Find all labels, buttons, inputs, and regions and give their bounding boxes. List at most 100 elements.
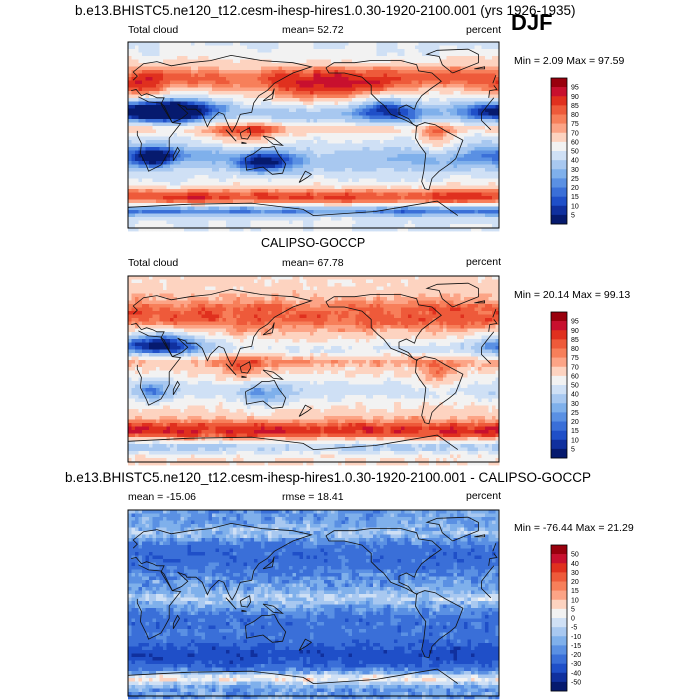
field-cell <box>313 52 318 57</box>
field-cell <box>418 45 423 50</box>
field-cell <box>233 143 237 148</box>
field-cell <box>418 91 423 95</box>
field-cell <box>152 196 157 200</box>
field-cell <box>226 175 230 179</box>
field-cell <box>488 161 493 165</box>
field-cell <box>464 84 468 88</box>
field-cell <box>226 178 230 183</box>
field-cell <box>222 45 227 50</box>
field-cell <box>177 52 181 57</box>
field-cell <box>163 87 167 92</box>
field-cell <box>366 203 370 207</box>
field-cell <box>250 119 255 123</box>
field-cell <box>306 91 311 95</box>
field-cell <box>450 192 454 197</box>
field-cell <box>212 122 216 127</box>
field-cell <box>222 168 227 172</box>
field-cell <box>152 133 157 137</box>
field-cell <box>492 140 496 144</box>
field-cell <box>376 101 381 106</box>
field-cell <box>453 52 458 57</box>
field-cell <box>404 182 409 186</box>
field-cell <box>334 199 339 204</box>
field-cell <box>478 73 482 78</box>
field-cell <box>289 189 293 193</box>
field-cell <box>268 80 272 85</box>
field-cell <box>436 115 440 120</box>
field-cell <box>467 94 472 99</box>
field-cell <box>478 98 482 102</box>
field-cell <box>198 101 202 106</box>
field-cell <box>212 119 216 123</box>
field-cell <box>359 73 363 78</box>
field-cell <box>415 84 419 88</box>
field-cell <box>359 164 363 169</box>
field-cell <box>471 66 475 71</box>
field-cell <box>229 175 234 179</box>
field-cell <box>201 196 206 200</box>
field-cell <box>478 112 482 116</box>
field-cell <box>219 77 223 81</box>
field-cell <box>474 122 479 127</box>
field-cell <box>457 115 461 120</box>
field-cell <box>275 77 279 81</box>
field-cell <box>191 133 195 137</box>
field-cell <box>432 52 437 57</box>
field-cell <box>313 147 318 151</box>
field-cell <box>471 199 475 204</box>
field-cell <box>289 119 293 123</box>
field-cell <box>187 101 192 106</box>
field-cell <box>369 59 374 64</box>
field-cell <box>474 154 479 158</box>
field-cell <box>334 161 339 165</box>
field-cell <box>184 150 188 155</box>
field-cell <box>415 185 419 190</box>
field-cell <box>240 143 244 148</box>
field-cell <box>306 70 311 74</box>
field-cell <box>285 143 290 148</box>
field-cell <box>233 101 237 106</box>
field-cell <box>415 189 419 193</box>
field-cell <box>145 70 150 74</box>
field-cell <box>362 140 367 144</box>
field-cell <box>233 119 237 123</box>
field-cell <box>142 101 146 106</box>
field-cell <box>285 161 290 165</box>
field-cell <box>177 73 181 78</box>
field-cell <box>369 189 374 193</box>
field-cell <box>219 66 223 71</box>
field-cell <box>128 136 132 141</box>
field-cell <box>247 70 251 74</box>
field-cell <box>180 112 185 116</box>
field-cell <box>271 199 276 204</box>
field-cell <box>404 185 409 190</box>
field-cell <box>264 199 269 204</box>
field-cell <box>443 175 447 179</box>
field-cell <box>390 112 395 116</box>
field-cell <box>457 98 461 102</box>
field-cell <box>142 154 146 158</box>
field-cell <box>135 66 139 71</box>
field-cell <box>331 182 335 186</box>
field-cell <box>278 185 283 190</box>
field-cell <box>187 73 192 78</box>
field-cell <box>194 157 199 162</box>
field-cell <box>380 185 384 190</box>
field-cell <box>131 147 136 151</box>
field-cell <box>306 101 311 106</box>
field-cell <box>474 161 479 165</box>
field-cell <box>390 136 395 141</box>
field-cell <box>485 105 489 109</box>
field-cell <box>138 206 143 211</box>
field-cell <box>411 150 416 155</box>
field-cell <box>492 189 496 193</box>
field-cell <box>425 101 430 106</box>
field-cell <box>187 59 192 64</box>
field-cell <box>254 66 258 71</box>
field-cell <box>278 98 283 102</box>
field-cell <box>341 143 346 148</box>
field-cell <box>450 108 454 113</box>
field-cell <box>345 189 349 193</box>
field-cell <box>180 101 185 106</box>
field-cell <box>278 140 283 144</box>
